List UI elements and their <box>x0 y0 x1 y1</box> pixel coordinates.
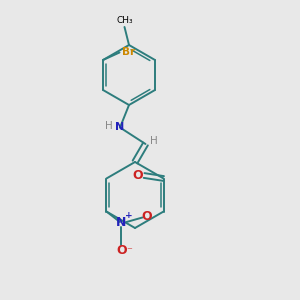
Text: ⁻: ⁻ <box>127 246 133 256</box>
Text: O: O <box>133 169 143 182</box>
Text: Br: Br <box>122 46 135 57</box>
Text: O: O <box>116 244 127 257</box>
Text: N: N <box>116 215 127 229</box>
Text: H: H <box>105 121 112 131</box>
Text: N: N <box>116 122 124 133</box>
Text: +: + <box>124 211 132 220</box>
Text: CH₃: CH₃ <box>116 16 133 25</box>
Text: O: O <box>141 210 152 223</box>
Text: H: H <box>150 136 158 146</box>
